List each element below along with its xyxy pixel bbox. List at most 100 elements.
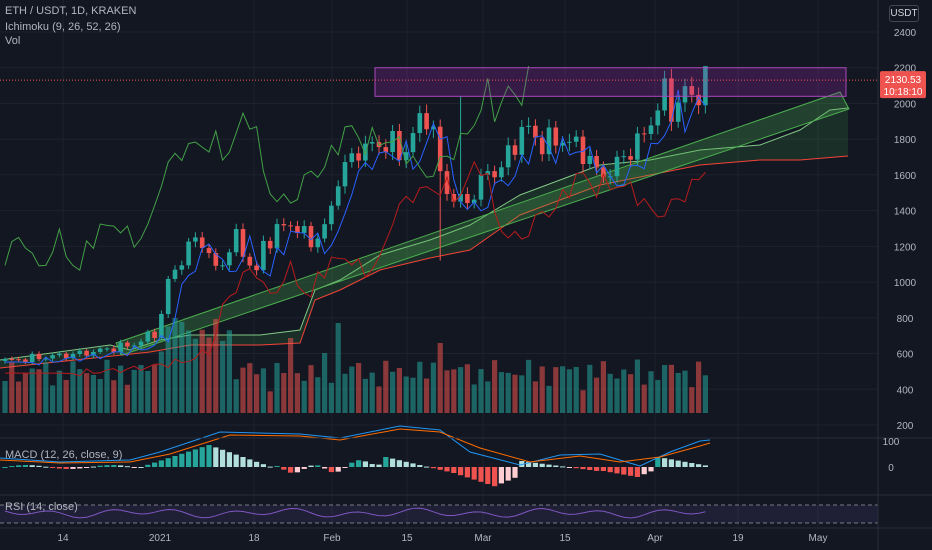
candle-body <box>424 113 429 130</box>
macd-histogram-bar <box>288 467 294 473</box>
macd-histogram-bar <box>267 466 273 468</box>
volume-bar <box>424 378 430 413</box>
macd-histogram-bar <box>458 467 464 476</box>
volume-bar <box>90 374 96 413</box>
candle-body <box>682 86 688 103</box>
macd-histogram-bar <box>614 467 620 474</box>
macd-histogram-bar <box>628 467 634 476</box>
macd-histogram-bar <box>70 467 76 469</box>
ichimoku-legend[interactable]: Ichimoku (9, 26, 52, 26) <box>5 21 121 33</box>
price-tick-label: 800 <box>897 314 914 325</box>
candle-body <box>315 238 321 248</box>
volume-bar <box>485 381 491 413</box>
volume-bar <box>220 340 226 413</box>
macd-histogram-bar <box>77 467 83 469</box>
volume-bar <box>138 365 144 413</box>
volume-bar <box>158 351 164 413</box>
candle-body <box>465 194 470 204</box>
macd-histogram-bar <box>158 460 164 467</box>
candle-body <box>675 102 681 122</box>
tenkan-sen <box>5 89 706 366</box>
candle-body <box>567 141 572 143</box>
candle-body <box>125 342 130 347</box>
volume-bar <box>70 361 76 413</box>
time-tick-label: Mar <box>474 533 492 544</box>
macd-histogram-bar <box>587 467 593 470</box>
volume-bar <box>97 378 103 413</box>
candle-body <box>308 226 314 248</box>
resistance-box[interactable] <box>0 67 878 97</box>
candle-body <box>587 155 593 165</box>
volume-bar <box>376 386 382 413</box>
candle-body <box>669 78 674 122</box>
macd-histogram-bar <box>444 467 450 472</box>
candle-body <box>519 126 525 155</box>
time-tick-label: May <box>809 533 828 544</box>
candle-body <box>478 174 484 200</box>
macd-histogram-bar <box>213 447 219 467</box>
candle-body <box>505 145 511 168</box>
symbol-title[interactable]: ETH / USDT, 1D, KRAKEN <box>5 5 137 17</box>
volume-bar <box>172 318 178 413</box>
price-tick-label: 2400 <box>894 28 917 39</box>
volume-bar <box>566 369 572 413</box>
time-tick-label: Apr <box>647 533 663 544</box>
candle-body <box>662 78 667 111</box>
volume-bar <box>199 329 205 413</box>
volume-bar <box>362 378 368 413</box>
volume-bar <box>696 361 702 413</box>
macd-histogram-bar <box>36 465 42 467</box>
macd-histogram-bar <box>505 467 511 481</box>
time-tick-label: 14 <box>57 533 69 544</box>
candle-body <box>254 265 259 271</box>
macd-histogram-bar <box>138 467 144 468</box>
macd-histogram-bar <box>594 467 600 471</box>
volume-bar <box>396 367 402 413</box>
volume-bar <box>532 381 538 413</box>
macd-histogram-bar <box>641 467 647 475</box>
volume-bar <box>648 371 654 413</box>
candle-body <box>267 240 273 249</box>
macd-histogram-bar <box>240 457 246 467</box>
candle-body <box>233 229 239 253</box>
macd-histogram-bar <box>328 467 334 473</box>
volume-legend[interactable]: Vol <box>5 35 21 47</box>
currency-badge[interactable]: USDT <box>889 5 919 22</box>
macd-histogram-bar <box>50 467 56 468</box>
macd-legend[interactable]: MACD (12, 26, close, 9) <box>5 449 123 461</box>
macd-histogram-bar <box>131 467 137 468</box>
candle-body <box>281 224 287 226</box>
macd-histogram-bar <box>546 464 552 467</box>
candle-body <box>655 110 661 126</box>
price-tick-label: 400 <box>897 385 914 396</box>
time-tick-label: 15 <box>559 533 571 544</box>
volume-bar <box>165 326 171 413</box>
volume-bars <box>2 318 708 413</box>
macd-histogram-bar <box>600 467 606 471</box>
macd-histogram-bar <box>390 458 396 467</box>
volume-bar <box>118 365 124 413</box>
chikou-span <box>4 66 530 272</box>
macd-histogram-bar <box>254 461 260 467</box>
volume-bar <box>213 319 219 413</box>
macd-histogram-bar <box>152 462 158 467</box>
volume-bar <box>240 367 246 413</box>
macd-histogram-bar <box>662 458 668 467</box>
macd-histogram-bar <box>417 465 423 467</box>
macd-histogram-bar <box>526 461 532 467</box>
candle-body <box>444 171 450 195</box>
candle-body <box>397 130 402 161</box>
macd-histogram-bar <box>247 459 253 467</box>
candle-body <box>186 241 191 266</box>
candle-body <box>213 253 219 266</box>
candle-body <box>641 133 647 135</box>
volume-bar <box>539 366 545 413</box>
price-tick-label: 200 <box>897 421 914 432</box>
macd-histogram-bar <box>172 456 178 467</box>
volume-bar <box>29 368 35 413</box>
candlesticks <box>2 66 708 365</box>
rsi-legend[interactable]: RSI (14, close) <box>5 501 78 513</box>
candle-body <box>70 353 76 359</box>
candle-body <box>9 358 15 360</box>
